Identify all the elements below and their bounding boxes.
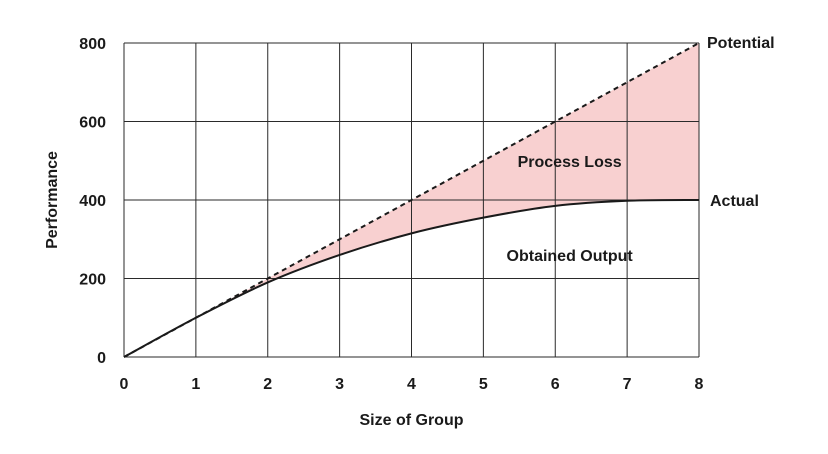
x-tick-label: 7 <box>623 376 632 393</box>
x-axis-label: Size of Group <box>360 412 464 429</box>
series-line-actual <box>123 199 700 358</box>
y-tick-label: 0 <box>97 350 106 367</box>
y-tick-label: 200 <box>79 272 106 289</box>
x-tick-label: 6 <box>551 376 560 393</box>
series-label-potential: Potential <box>707 35 775 52</box>
series-lines <box>123 42 700 358</box>
x-tick-label: 1 <box>191 376 200 393</box>
x-tick-label: 5 <box>479 376 488 393</box>
y-tick-label: 600 <box>79 115 106 132</box>
annotation-process-loss: Process Loss <box>518 154 622 171</box>
x-tick-label: 2 <box>263 376 272 393</box>
tick-labels: 0 1 2 3 4 5 6 7 8 0 200 400 600 800 <box>79 36 703 393</box>
x-tick-label: 8 <box>695 376 704 393</box>
annotation-obtained-output: Obtained Output <box>507 248 634 265</box>
x-tick-label: 4 <box>407 376 416 393</box>
x-tick-label: 0 <box>120 376 129 393</box>
y-tick-label: 400 <box>79 193 106 210</box>
x-tick-label: 3 <box>335 376 344 393</box>
series-label-actual: Actual <box>710 193 759 210</box>
y-tick-label: 800 <box>79 36 106 53</box>
y-axis-label: Performance <box>44 151 61 249</box>
